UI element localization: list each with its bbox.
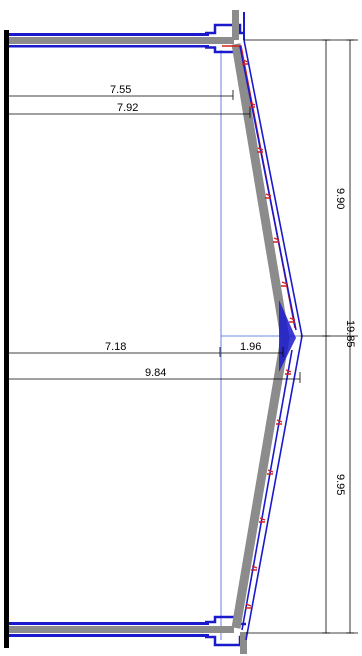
dim-waist-inner: 7.18 [105, 341, 126, 353]
dim-waist-outer: 9.84 [145, 367, 166, 379]
vertical-dimensions [244, 39, 358, 634]
horizontal-dimensions [9, 90, 301, 383]
top-beam [9, 10, 245, 54]
fastener-marks [242, 59, 296, 609]
dim-apex-offset: 1.96 [240, 341, 261, 353]
dim-upper-height: 9.90 [334, 188, 346, 209]
dim-lower-height: 9.95 [334, 474, 346, 495]
dim-total-height: 19.85 [344, 320, 356, 348]
left-wall [4, 30, 9, 648]
dim-upper-inner: 7.55 [110, 84, 131, 96]
bottom-beam [9, 615, 247, 654]
dim-upper-outer: 7.92 [117, 102, 138, 114]
